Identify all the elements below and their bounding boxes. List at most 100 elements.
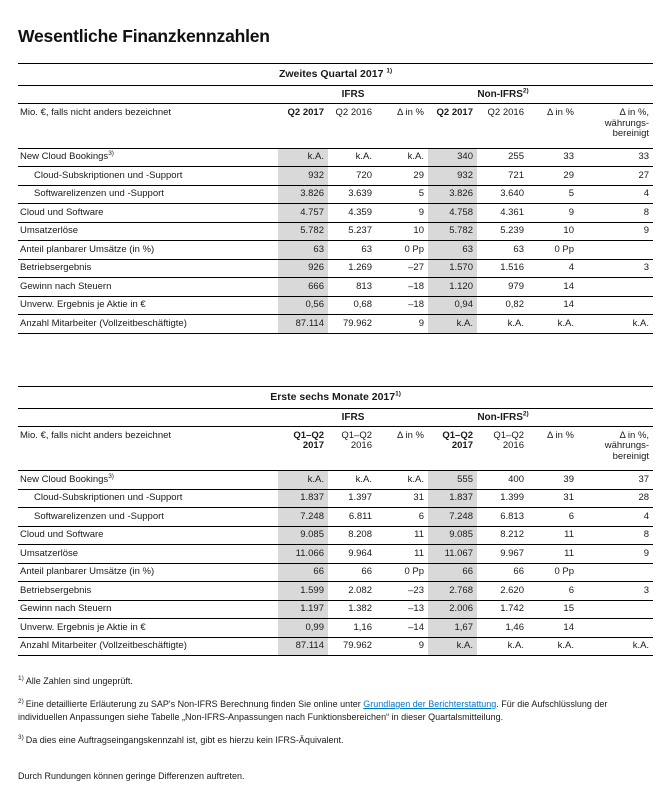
row-label-text: Umsatzerlöse [20, 547, 79, 559]
footnote-text: Eine detaillierte Erläuterung zu SAP's N… [25, 699, 364, 709]
cell-value: 14 [528, 618, 578, 638]
row-label-text: Unverw. Ergebnis je Aktie in € [20, 299, 146, 310]
column-header-line: Q2 2016 [487, 107, 524, 118]
footnote-text: Alle Zahlen sind ungeprüft. [25, 676, 133, 686]
cell-value: 666 [278, 277, 328, 297]
table-title: Zweites Quartal 2017 1) [18, 63, 654, 86]
footnotes: 1) Alle Zahlen sind ungeprüft. 2) Eine deta… [18, 675, 653, 747]
table-title-row: Zweites Quartal 2017 1) [18, 63, 654, 86]
cell-value: 7.248 [428, 507, 477, 527]
row-label-text: Unverw. Ergebnis je Aktie in € [20, 621, 146, 633]
footnote-ref: 3) [108, 472, 114, 480]
cell-value: –18 [376, 277, 428, 297]
group-label: IFRS [341, 89, 365, 100]
group-header-non-ifrs: Non-IFRS2) [428, 85, 578, 104]
cell-value: 1.837 [428, 489, 477, 508]
cell-value: 6.811 [328, 507, 376, 527]
cell-value: 9.085 [428, 526, 477, 545]
cell-value: 555 [428, 470, 477, 490]
cell-value: k.A. [578, 314, 654, 334]
footnote-marker: 3) [18, 734, 24, 741]
row-label-text: Cloud und Software [20, 529, 104, 540]
cell-value: 11 [376, 526, 428, 545]
cell-value: k.A. [328, 470, 376, 490]
cell-value: 0 Pp [376, 240, 428, 260]
cell-value: 340 [428, 148, 477, 167]
column-header-line: Q1–Q2 [293, 429, 324, 441]
cell-value: 0,94 [428, 296, 477, 315]
cell-value: 1,46 [477, 618, 528, 638]
cell-value: 11 [376, 544, 428, 564]
cell-value: 14 [528, 277, 578, 297]
column-header-line: Q2 2017 [436, 107, 473, 118]
cell-value: 0,99 [278, 618, 328, 638]
cell-value: 9 [376, 203, 428, 223]
cell-value: 1.197 [278, 600, 328, 619]
column-header: Δ in %, währungs-bereinigt [578, 426, 654, 471]
column-header: Δ in % [528, 103, 578, 149]
cell-value: –13 [376, 600, 428, 619]
footnote-ref: 1) [395, 390, 401, 397]
cell-value: 29 [376, 166, 428, 186]
table-row: Unverw. Ergebnis je Aktie in € 0,99 1,16 –1… [18, 618, 654, 638]
cell-value: 5.782 [428, 222, 477, 241]
cell-value: 4 [528, 259, 578, 278]
cell-value: 66 [328, 563, 376, 582]
column-header: Δ in % [528, 426, 578, 471]
cell-value: 11 [528, 544, 578, 564]
berichterstattung-link[interactable]: Grundlagen der Berichterstattung [363, 699, 497, 709]
footnote-text: Da dies eine Auftragseingangskennzahl is… [25, 735, 344, 745]
cell-value: 4.758 [428, 203, 477, 223]
table-row: Betriebsergebnis 1.599 2.082 –23 2.768 2.620 6… [18, 581, 654, 601]
cell-value: 813 [328, 277, 376, 297]
row-label-text: Anteil planbarer Umsätze (in %) [20, 243, 155, 255]
cell-value: 4 [578, 185, 654, 204]
column-header-line: Δ in % [547, 429, 574, 441]
footnote-ref: 1) [386, 67, 393, 75]
cell-value: 31 [376, 489, 428, 508]
cell-value: 39 [528, 470, 578, 490]
row-label-text: New Cloud Bookings [20, 151, 109, 162]
row-label-text: Cloud-Subskriptionen und -Support [34, 492, 183, 503]
cell-value: 11.066 [278, 544, 328, 564]
cell-value: 63 [328, 240, 376, 260]
row-label-text: Betriebsergebnis [20, 262, 92, 273]
column-header: Δ in % [376, 103, 428, 149]
unit-label: Mio. €, falls nicht anders bezeichnet [18, 426, 278, 471]
cell-value: 6 [528, 581, 578, 601]
cell-value: 0,56 [278, 296, 328, 315]
row-label: Softwarelizenzen und -Support [18, 185, 278, 204]
column-header-line: bereinigt [612, 450, 650, 462]
cell-value [578, 600, 654, 619]
footnote: 2) Eine detaillierte Erläuterung zu SAP's… [18, 698, 653, 724]
table-first-six-months-2017: Erste sechs Monate 20171) IFRS Non-IFRS2) M… [18, 385, 654, 657]
cell-value: 1.742 [477, 600, 528, 619]
column-header-line: Δ in % [547, 107, 574, 118]
row-label-text: Gewinn nach Steuern [20, 603, 112, 614]
cell-value: k.A. [578, 637, 654, 656]
cell-value: 2.082 [328, 581, 376, 601]
cell-value: 0,82 [477, 296, 528, 315]
cell-value: 926 [278, 259, 328, 278]
table-row: Cloud-Subskriptionen und -Support 1.837 1.… [18, 489, 654, 508]
cell-value: k.A. [528, 314, 578, 334]
table-title-text: Erste sechs Monate 2017 [270, 390, 396, 403]
cell-value: 63 [477, 240, 528, 260]
cell-value: 3.826 [428, 185, 477, 204]
row-label: Anzahl Mitarbeiter (Vollzeitbeschäftigte… [18, 314, 278, 334]
cell-value: –14 [376, 618, 428, 638]
table-row: Unverw. Ergebnis je Aktie in € 0,56 0,68 –1… [18, 296, 654, 315]
column-header-line: Q2 2016 [335, 107, 372, 118]
footnote-text: . Für die Aufschlüsslung der individuell… [18, 699, 608, 722]
column-header: Q1–Q2 2016 [477, 426, 528, 471]
cell-value: 4 [578, 507, 654, 527]
row-label: New Cloud Bookings3) [18, 470, 278, 490]
column-header: Q1–Q2 2016 [328, 426, 376, 471]
row-label-text: Gewinn nach Steuern [20, 280, 112, 292]
cell-value: k.A. [278, 470, 328, 490]
cell-value: 7.248 [278, 507, 328, 527]
empty-cell [578, 408, 654, 427]
column-header-line: Δ in % [397, 429, 424, 441]
row-label: Anteil planbarer Umsätze (in %) [18, 563, 278, 582]
cell-value: 5.239 [477, 222, 528, 241]
